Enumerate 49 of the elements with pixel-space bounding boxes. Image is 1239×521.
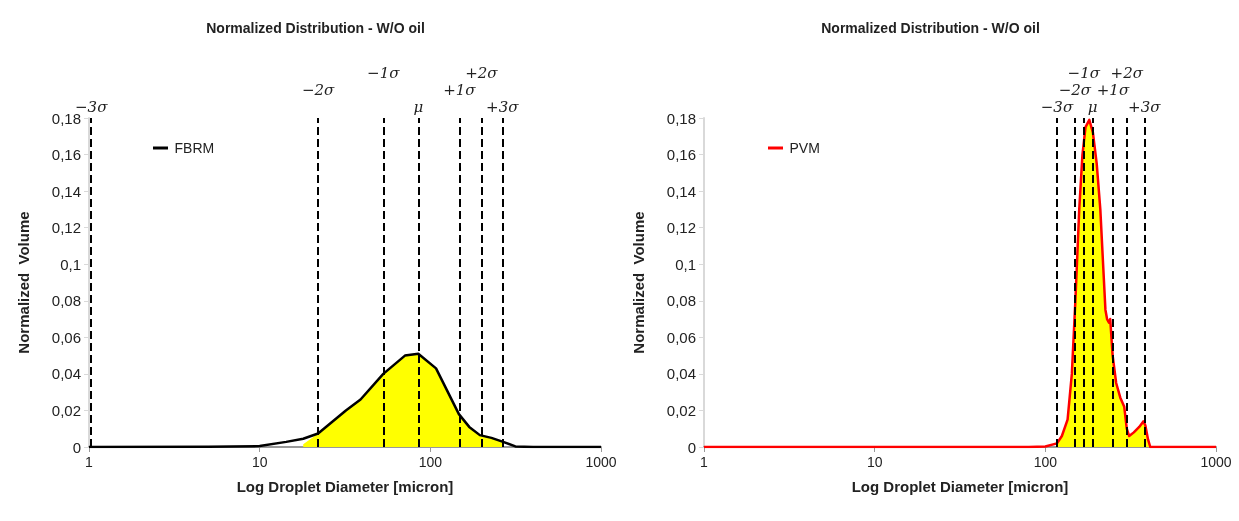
ref-line-label: −1σ [1067,63,1101,82]
x-tick-label: 10 [251,454,268,470]
y-tick-label: 0,12 [51,219,81,237]
y-tick-label: 0,04 [666,365,696,383]
ref-line-label: +3σ [486,97,520,116]
ref-line-label: −2σ [1058,80,1092,99]
x-tick-label: 100 [1033,454,1058,470]
y-tick-label: 0,06 [666,328,696,346]
y-tick-label: 0,1 [675,255,696,273]
ref-line-label: −2σ [301,80,336,99]
x-tick-label: 1000 [1200,454,1232,470]
x-tick-label: 1000 [585,454,617,470]
legend-label: FBRM [174,140,215,156]
y-tick-label: 0 [72,438,81,456]
y-tick-label: 0,16 [51,146,81,164]
y-tick-label: 0,08 [666,292,696,310]
ref-line-label: +1σ [1096,80,1130,99]
ref-line-label: −1σ [367,63,401,82]
x-tick-label: 1 [85,454,94,470]
y-tick-label: 0,04 [51,365,81,383]
ref-line-label: μ [413,97,424,116]
y-tick-label: 0,18 [666,109,696,127]
x-tick-label: 100 [418,454,443,470]
y-tick-label: 0,14 [51,182,81,200]
y-tick-label: 0,1 [60,255,81,273]
ref-line-label: −3σ [1040,97,1074,116]
x-axis-title: Log Droplet Diameter [micron] [851,478,1069,495]
x-tick-label: 1 [700,454,709,470]
y-tick-label: 0,02 [51,401,81,419]
y-axis-title: Normalized Volume [15,211,32,354]
ref-line-label: +1σ [443,80,477,99]
legend-label: PVM [789,140,820,156]
ref-line-label: +2σ [465,63,499,82]
ref-line-label: μ [1087,97,1098,116]
y-tick-label: 0,06 [51,328,81,346]
ref-line-label: +3σ [1128,97,1162,116]
y-tick-label: 0,02 [666,401,696,419]
y-tick-label: 0,14 [666,182,696,200]
y-tick-label: 0,18 [51,109,81,127]
ref-line-label: +2σ [1110,63,1144,82]
y-axis-title: Normalized Volume [630,211,647,354]
y-tick-label: 0,16 [666,146,696,164]
y-tick-label: 0 [687,438,696,456]
chart-title: Normalized Distribution - W/O oil [821,20,1040,36]
y-tick-label: 0,08 [51,292,81,310]
x-axis-title: Log Droplet Diameter [micron] [236,478,454,495]
y-tick-label: 0,12 [666,219,696,237]
chart-title: Normalized Distribution - W/O oil [206,20,425,36]
x-tick-label: 10 [866,454,883,470]
